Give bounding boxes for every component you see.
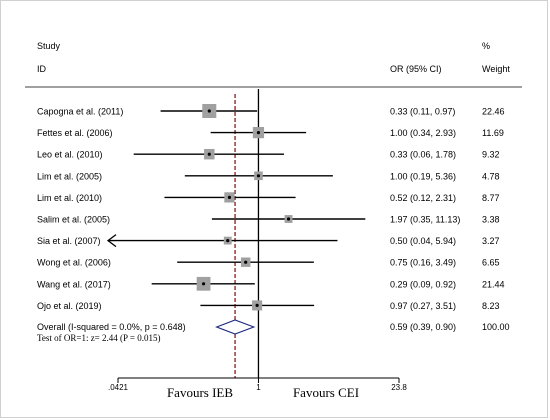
study-label: Lim et al. (2010)	[37, 193, 102, 203]
study-label: Leo et al. (2010)	[37, 150, 103, 160]
study-point-estimate	[286, 217, 291, 221]
study-point-estimate	[226, 239, 230, 243]
study-ci-text: 0.75 (0.16, 3.49)	[390, 258, 456, 268]
header-study: Study	[37, 41, 61, 51]
study-weight-text: 4.78	[482, 171, 500, 181]
study-ci-text: 0.33 (0.06, 1.78)	[390, 150, 456, 160]
study-ci-text: 0.97 (0.27, 3.51)	[390, 301, 456, 311]
study-point-estimate	[227, 195, 232, 199]
study-point-estimate	[256, 174, 261, 178]
study-ci-text: 1.97 (0.35, 11.13)	[390, 215, 460, 225]
overall-ci-text: 0.59 (0.39, 0.90)	[390, 322, 456, 332]
study-ci-text: 0.29 (0.09, 0.92)	[390, 279, 456, 289]
x-axis-tick-label: .0421	[108, 383, 129, 392]
study-ci-text: 1.00 (0.34, 2.93)	[390, 128, 456, 138]
x-axis-tick-label: 1	[256, 383, 261, 392]
study-point-estimate	[207, 152, 211, 156]
study-label: Fettes et al. (2006)	[37, 128, 113, 138]
study-label: Lim et al. (2005)	[37, 171, 102, 181]
study-label: Sia et al. (2007)	[37, 236, 101, 246]
overall-diamond	[215, 319, 256, 335]
header-id: ID	[37, 64, 47, 74]
study-label: Ojo et al. (2019)	[37, 301, 102, 311]
overall-label: Overall (I-squared = 0.0%, p = 0.648)	[37, 322, 186, 332]
overall-weight-text: 100.00	[482, 322, 510, 332]
header-weight: Weight	[482, 64, 510, 74]
study-point-estimate	[244, 260, 248, 264]
study-point-estimate	[207, 109, 211, 113]
study-ci-text: 0.52 (0.12, 2.31)	[390, 193, 456, 203]
favours-right-label: Favours CEI	[293, 385, 359, 400]
header-percent: %	[482, 41, 490, 51]
study-point-estimate	[201, 282, 206, 286]
study-label: Wang et al. (2017)	[37, 279, 111, 289]
study-ci-text: 1.00 (0.19, 5.36)	[390, 171, 456, 181]
study-weight-text: 22.46	[482, 107, 505, 117]
study-weight-text: 3.27	[482, 236, 500, 246]
study-point-estimate	[255, 303, 259, 307]
study-label: Salim et al. (2005)	[37, 215, 110, 225]
ci-arrow-left	[106, 234, 117, 248]
overall-test: Test of OR=1: z= 2.44 (P = 0.015)	[37, 333, 161, 343]
study-weight-text: 8.23	[482, 301, 500, 311]
study-weight-text: 11.69	[482, 128, 504, 138]
study-weight-text: 3.38	[482, 215, 500, 225]
study-ci-text: 0.50 (0.04, 5.94)	[390, 236, 456, 246]
study-label: Wong et al. (2006)	[37, 258, 111, 268]
favours-left-label: Favours IEB	[167, 385, 233, 400]
x-axis-tick-label: 23.8	[391, 383, 407, 392]
header-or-ci: OR (95% CI)	[390, 64, 442, 74]
study-ci-text: 0.33 (0.11, 0.97)	[390, 107, 455, 117]
study-weight-text: 6.65	[482, 258, 500, 268]
study-weight-text: 8.77	[482, 193, 500, 203]
study-point-estimate	[256, 131, 261, 135]
study-weight-text: 9.32	[482, 150, 500, 160]
study-label: Capogna et al. (2011)	[37, 107, 123, 117]
study-weight-text: 21.44	[482, 279, 505, 289]
